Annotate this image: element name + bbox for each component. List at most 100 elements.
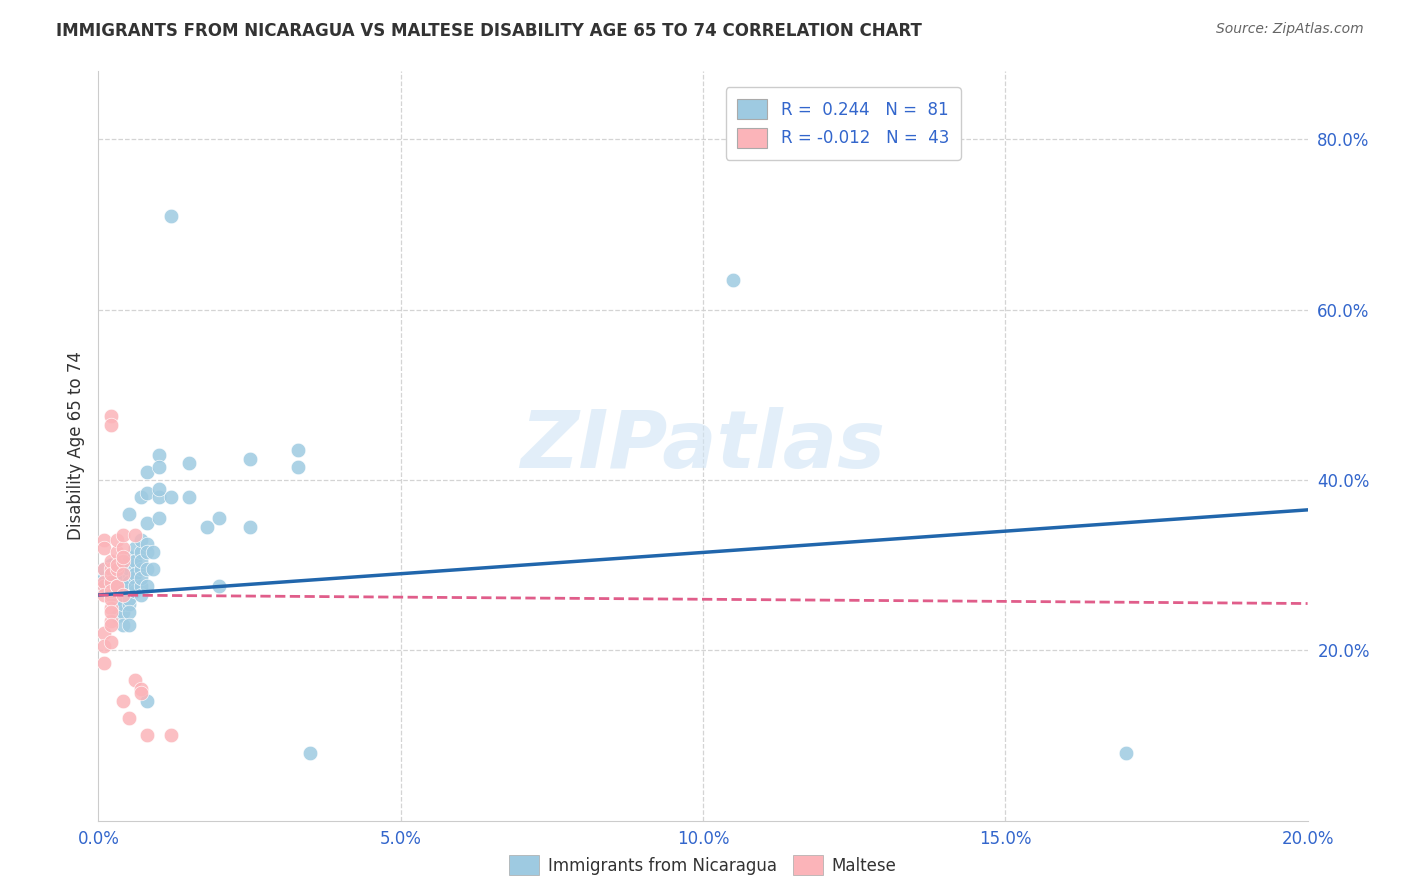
Point	[135, 516, 157, 530]
Point	[111, 554, 134, 568]
Point	[100, 614, 122, 628]
Point	[100, 409, 122, 424]
Point	[287, 443, 309, 458]
Point	[160, 490, 183, 504]
Point	[111, 597, 134, 611]
Point	[111, 617, 134, 632]
Point	[129, 554, 152, 568]
Point	[135, 562, 157, 576]
Point	[100, 592, 122, 607]
Point	[148, 460, 170, 475]
Point	[129, 571, 152, 585]
Y-axis label: Disability Age 65 to 74: Disability Age 65 to 74	[66, 351, 84, 541]
Point	[208, 580, 231, 594]
Point	[118, 562, 141, 576]
Point	[118, 562, 141, 576]
Point	[1115, 746, 1137, 760]
Point	[93, 541, 115, 556]
Point	[105, 562, 128, 576]
Point	[111, 694, 134, 708]
Point	[105, 609, 128, 624]
Point	[93, 533, 115, 547]
Point	[118, 583, 141, 598]
Point	[100, 566, 122, 581]
Point	[124, 580, 146, 594]
Point	[129, 562, 152, 576]
Point	[179, 490, 201, 504]
Point	[93, 580, 115, 594]
Point	[129, 533, 152, 547]
Point	[111, 549, 134, 564]
Point	[111, 588, 134, 602]
Point	[111, 541, 134, 556]
Point	[179, 456, 201, 470]
Point	[129, 686, 152, 700]
Point	[105, 571, 128, 585]
Point	[148, 448, 170, 462]
Legend: R =  0.244   N =  81, R = -0.012   N =  43: R = 0.244 N = 81, R = -0.012 N = 43	[725, 87, 960, 160]
Point	[111, 605, 134, 619]
Point	[100, 588, 122, 602]
Point	[93, 656, 115, 670]
Point	[118, 592, 141, 607]
Point	[135, 694, 157, 708]
Point	[118, 617, 141, 632]
Point	[299, 746, 322, 760]
Point	[100, 558, 122, 573]
Point	[135, 580, 157, 594]
Point	[105, 566, 128, 581]
Point	[142, 545, 165, 559]
Point	[100, 605, 122, 619]
Point	[118, 711, 141, 725]
Point	[93, 575, 115, 590]
Point	[118, 549, 141, 564]
Point	[100, 583, 122, 598]
Point	[118, 605, 141, 619]
Point	[135, 729, 157, 743]
Point	[135, 545, 157, 559]
Point	[129, 588, 152, 602]
Point	[111, 583, 134, 598]
Point	[111, 528, 134, 542]
Point	[160, 729, 183, 743]
Point	[195, 520, 218, 534]
Point	[111, 562, 134, 576]
Point	[105, 592, 128, 607]
Point	[105, 580, 128, 594]
Point	[148, 482, 170, 496]
Point	[93, 580, 115, 594]
Point	[129, 490, 152, 504]
Point	[100, 417, 122, 432]
Point	[100, 554, 122, 568]
Point	[93, 571, 115, 585]
Point	[93, 562, 115, 576]
Point	[100, 588, 122, 602]
Point	[129, 681, 152, 696]
Point	[129, 580, 152, 594]
Point	[723, 273, 745, 287]
Point	[118, 571, 141, 585]
Point	[124, 583, 146, 598]
Point	[111, 566, 134, 581]
Text: ZIPatlas: ZIPatlas	[520, 407, 886, 485]
Point	[100, 558, 122, 573]
Text: Source: ZipAtlas.com: Source: ZipAtlas.com	[1216, 22, 1364, 37]
Point	[93, 562, 115, 576]
Point	[93, 639, 115, 653]
Point	[160, 209, 183, 223]
Point	[287, 460, 309, 475]
Point	[111, 558, 134, 573]
Point	[118, 507, 141, 521]
Point	[105, 533, 128, 547]
Point	[124, 528, 146, 542]
Point	[135, 537, 157, 551]
Point	[100, 575, 122, 590]
Point	[105, 580, 128, 594]
Point	[135, 465, 157, 479]
Point	[208, 511, 231, 525]
Point	[105, 558, 128, 573]
Point	[239, 520, 262, 534]
Point	[142, 562, 165, 576]
Point	[124, 541, 146, 556]
Point	[105, 562, 128, 576]
